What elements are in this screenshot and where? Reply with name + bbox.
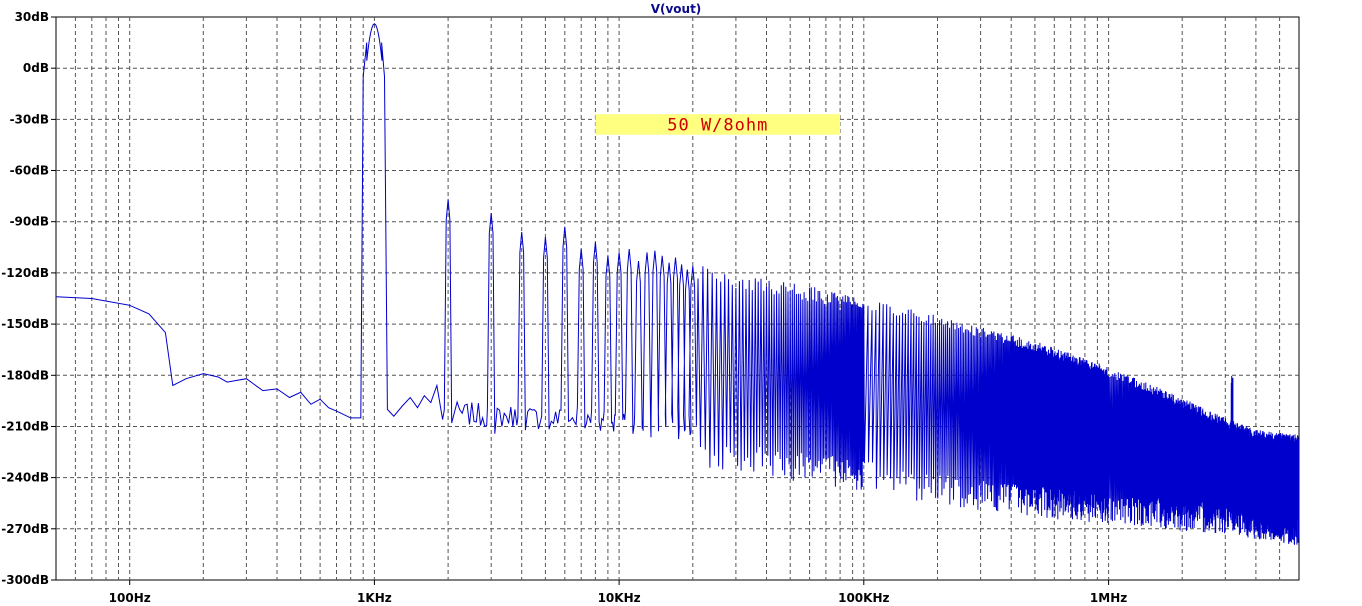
ticks: 30dB 0dB -30dB -60dB -90dB -120dB -150dB -180dB… (1, 10, 1127, 605)
y-tick-label: -60dB (10, 164, 49, 178)
y-tick-label: 30dB (15, 10, 49, 24)
annotation-box (595, 114, 841, 135)
annotation: 50 W/8ohm (595, 114, 841, 136)
y-tick-label: -300dB (1, 573, 49, 587)
annotation-text: 50 W/8ohm (667, 116, 768, 136)
y-tick-label: 0dB (23, 61, 49, 75)
y-tick-label: -240dB (1, 471, 49, 485)
chart-title: V(vout) (651, 2, 702, 16)
y-tick-label: -180dB (1, 368, 49, 382)
x-tick-label: 1KHz (357, 591, 392, 605)
x-tick-label: 1MHz (1090, 591, 1127, 605)
x-tick-label: 100KHz (838, 591, 889, 605)
y-tick-label: -30dB (10, 112, 49, 126)
y-tick-label: -90dB (10, 215, 49, 229)
x-tick-label: 10KHz (598, 591, 641, 605)
y-tick-label: -210dB (1, 420, 49, 434)
y-tick-label: -150dB (1, 317, 49, 331)
y-tick-label: -120dB (1, 266, 49, 280)
trace (55, 23, 1300, 545)
y-tick-label: -270dB (1, 522, 49, 536)
series-line (55, 23, 1300, 545)
x-tick-label: 100Hz (109, 591, 151, 605)
grid (56, 17, 1299, 580)
